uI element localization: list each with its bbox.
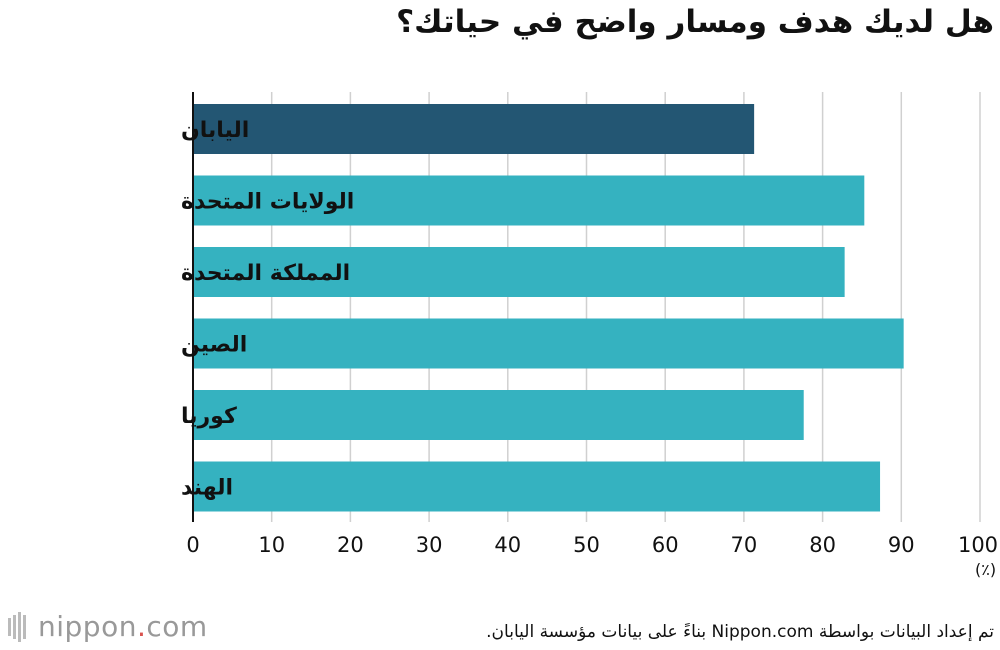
x-tick-label: 60 bbox=[652, 533, 679, 557]
x-tick-label: 40 bbox=[494, 533, 521, 557]
x-tick-label: 30 bbox=[416, 533, 443, 557]
bar bbox=[193, 247, 845, 297]
logo-dot: . bbox=[136, 610, 147, 643]
x-tick-label: 20 bbox=[337, 533, 364, 557]
x-tick-label: 100 bbox=[958, 533, 998, 557]
bar bbox=[193, 104, 755, 154]
grid-lines bbox=[270, 92, 981, 522]
bar bbox=[193, 175, 865, 226]
bar bbox=[193, 318, 904, 369]
chart-title: هل لديك هدف ومسار واضح في حياتك؟ bbox=[396, 4, 994, 40]
x-tick-label: 90 bbox=[888, 533, 915, 557]
category-label: الصين bbox=[181, 333, 247, 358]
category-label: الهند bbox=[181, 476, 233, 501]
x-tick-label: 80 bbox=[809, 533, 836, 557]
category-label: كوريا bbox=[181, 404, 237, 429]
category-label: اليابان bbox=[181, 118, 249, 143]
category-labels: اليابان الولايات المتحدة المملكة المتحدة ال… bbox=[181, 118, 354, 501]
x-tick-label: 0 bbox=[186, 533, 199, 557]
x-tick-labels: 0 10 20 30 40 50 60 70 80 90 100 bbox=[186, 533, 998, 557]
nippon-logo-icon bbox=[8, 611, 26, 642]
logo-suffix: com bbox=[146, 610, 208, 643]
logo-text: nippon.com bbox=[38, 610, 208, 643]
bar-chart: اليابان الولايات المتحدة المملكة المتحدة ال… bbox=[181, 92, 998, 557]
category-label: الولايات المتحدة bbox=[181, 190, 354, 215]
x-tick-label: 50 bbox=[573, 533, 600, 557]
x-tick-label: 70 bbox=[731, 533, 758, 557]
bar bbox=[193, 390, 804, 440]
category-label: المملكة المتحدة bbox=[181, 261, 350, 286]
x-tick-label: 10 bbox=[258, 533, 285, 557]
bar bbox=[193, 461, 881, 512]
x-axis-unit: (٪) bbox=[975, 560, 997, 579]
source-note: تم إعداد البيانات بواسطة Nippon.com بناء… bbox=[486, 622, 994, 642]
logo-name: nippon bbox=[38, 610, 137, 643]
nippon-logo[interactable]: nippon.com bbox=[6, 610, 208, 643]
bars bbox=[193, 104, 904, 512]
